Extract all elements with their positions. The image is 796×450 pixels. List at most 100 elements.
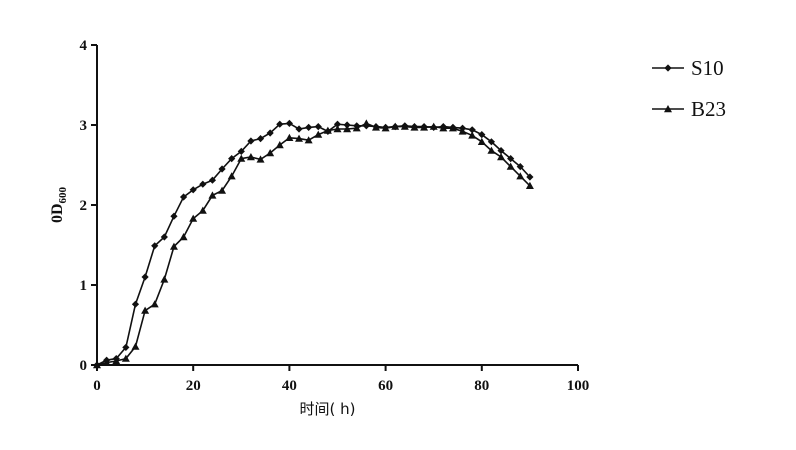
data-point-b23 — [525, 181, 534, 189]
data-point-b23 — [189, 214, 198, 222]
data-point-b23 — [477, 137, 486, 145]
data-point-s10 — [487, 138, 496, 146]
data-point-b23 — [352, 124, 361, 132]
data-point-s10 — [314, 123, 322, 131]
data-point-s10 — [247, 137, 255, 145]
legend: S10 B23 — [652, 56, 726, 121]
y-axis-label-subscript: 600 — [57, 186, 69, 203]
data-point-s10 — [468, 126, 476, 134]
x-tick-label: 80 — [474, 378, 489, 394]
y-axis-label-main: 0D — [49, 203, 66, 223]
data-point-s10 — [179, 193, 188, 201]
series-layer — [93, 119, 534, 369]
axes — [96, 45, 578, 366]
series-line-s10 — [96, 122, 531, 366]
legend-label: B23 — [691, 97, 726, 121]
data-point-b23 — [506, 162, 515, 170]
data-point-b23 — [141, 306, 150, 314]
data-point-b23 — [256, 155, 265, 163]
y-tick-label: 0 — [80, 358, 88, 374]
data-point-s10 — [266, 129, 274, 137]
data-point-b23 — [410, 123, 419, 131]
data-point-b23 — [179, 233, 188, 241]
data-point-b23 — [420, 123, 429, 131]
data-point-s10 — [189, 186, 197, 194]
data-point-b23 — [468, 131, 477, 139]
data-point-s10 — [131, 300, 140, 308]
data-point-s10 — [497, 147, 505, 155]
data-point-b23 — [323, 126, 332, 134]
data-point-b23 — [275, 141, 284, 149]
data-point-s10 — [218, 165, 226, 173]
data-point-b23 — [429, 122, 438, 130]
data-point-b23 — [208, 191, 217, 199]
data-point-b23 — [458, 127, 467, 135]
data-point-b23 — [93, 361, 101, 369]
x-ticks: 0 20 40 60 80 100 — [93, 365, 589, 394]
y-ticks: 0 1 2 3 4 — [80, 38, 97, 374]
data-point-s10 — [305, 123, 313, 131]
data-point-b23 — [112, 357, 121, 365]
data-point-b23 — [246, 153, 255, 161]
x-tick-label: 100 — [567, 378, 590, 394]
data-point-b23 — [160, 275, 169, 283]
data-point-b23 — [198, 206, 207, 214]
data-point-s10 — [141, 273, 149, 281]
data-point-b23 — [266, 149, 275, 157]
data-point-b23 — [285, 133, 294, 141]
data-point-b23 — [121, 354, 130, 362]
data-point-b23 — [448, 124, 457, 132]
series-line-b23 — [96, 122, 531, 366]
y-tick-label: 3 — [80, 118, 88, 134]
data-point-b23 — [102, 358, 111, 366]
data-point-b23 — [150, 300, 159, 308]
data-point-s10 — [151, 242, 159, 250]
series-s10 — [93, 119, 534, 369]
data-point-s10 — [295, 125, 303, 133]
x-axis-label: 时间( h) — [300, 400, 356, 418]
legend-marker-triangle — [664, 105, 672, 113]
x-tick-label: 20 — [186, 378, 201, 394]
data-point-b23 — [169, 242, 178, 250]
x-tick-label: 0 — [93, 378, 101, 394]
data-point-s10 — [526, 173, 534, 181]
legend-marker-diamond — [664, 64, 672, 72]
data-point-b23 — [131, 342, 140, 350]
data-point-s10 — [170, 212, 178, 220]
data-point-s10 — [199, 180, 207, 188]
legend-label: S10 — [691, 56, 724, 80]
data-point-b23 — [304, 136, 313, 144]
data-point-b23 — [343, 125, 352, 133]
x-tick-label: 40 — [282, 378, 297, 394]
data-point-b23 — [314, 130, 323, 138]
y-axis-label: 0D600 — [49, 186, 69, 223]
data-point-s10 — [256, 135, 265, 143]
data-point-b23 — [333, 125, 342, 133]
y-tick-label: 4 — [80, 38, 88, 54]
data-point-s10 — [208, 176, 217, 184]
data-point-s10 — [160, 233, 168, 241]
data-point-b23 — [497, 153, 506, 161]
data-point-s10 — [122, 343, 130, 351]
data-point-s10 — [228, 155, 236, 163]
data-point-b23 — [381, 124, 390, 132]
data-point-s10 — [276, 120, 284, 128]
legend-item-s10: S10 — [652, 56, 724, 80]
data-point-s10 — [237, 147, 245, 155]
data-point-b23 — [516, 172, 525, 180]
data-point-s10 — [285, 119, 293, 127]
data-point-s10 — [516, 163, 524, 171]
data-point-s10 — [333, 120, 342, 128]
data-point-b23 — [391, 122, 400, 130]
y-tick-label: 2 — [80, 198, 88, 214]
y-tick-label: 1 — [80, 278, 88, 294]
data-point-b23 — [439, 124, 448, 132]
data-point-s10 — [507, 155, 515, 163]
data-point-b23 — [487, 146, 496, 154]
data-point-b23 — [227, 172, 236, 180]
data-point-s10 — [478, 131, 486, 139]
data-point-b23 — [400, 122, 409, 130]
data-point-b23 — [371, 123, 380, 131]
series-b23 — [93, 119, 534, 369]
